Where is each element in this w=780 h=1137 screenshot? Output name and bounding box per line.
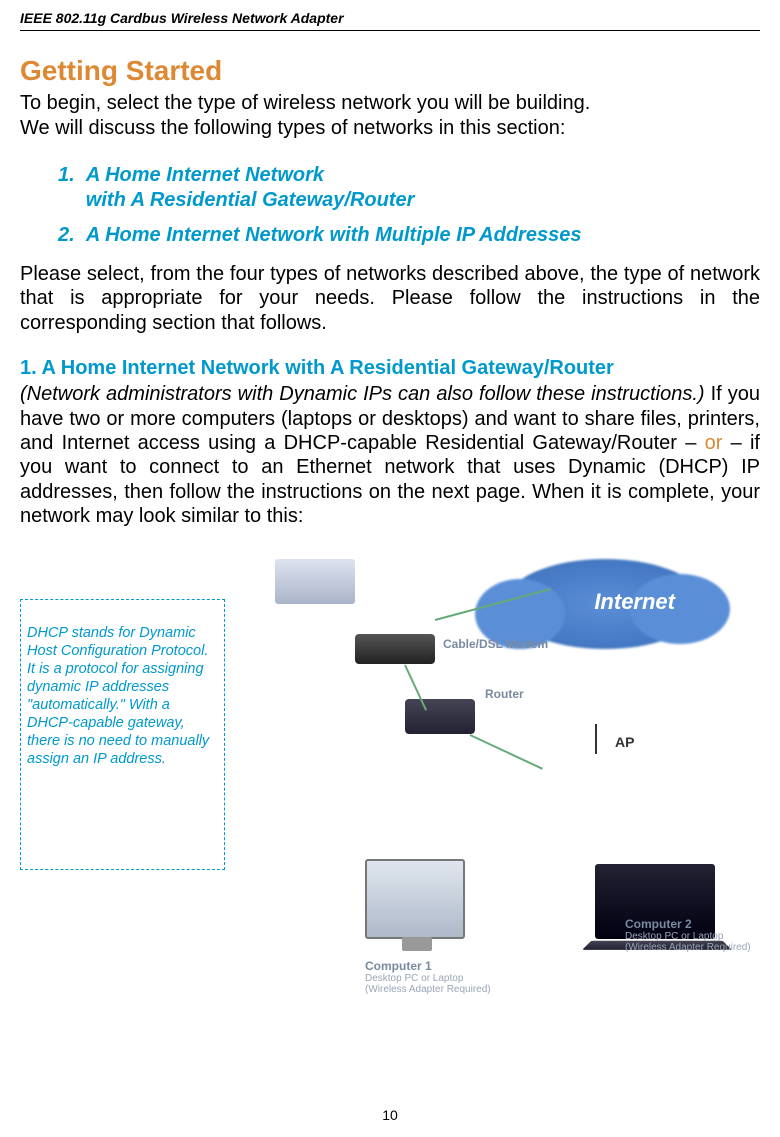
computer2-title: Computer 2	[625, 917, 692, 931]
modem-label: Cable/DSL Modem	[443, 637, 548, 651]
ap-antenna-icon	[595, 724, 597, 754]
list-item-1-line1: A Home Internet Network	[86, 164, 324, 186]
modem-icon	[355, 634, 435, 664]
intro-text: To begin, select the type of wireless ne…	[20, 91, 760, 141]
lower-row: DHCP stands for Dynamic Host Configurati…	[20, 559, 760, 979]
computer1-sub: Desktop PC or Laptop (Wireless Adapter R…	[365, 973, 505, 995]
section1-heading: 1. A Home Internet Network with A Reside…	[20, 357, 760, 380]
header-rule	[20, 30, 760, 31]
list-item-1: 1. A Home Internet Network with A Reside…	[58, 163, 760, 213]
network-types-list: 1. A Home Internet Network with A Reside…	[58, 163, 760, 248]
doc-header: IEEE 802.11g Cardbus Wireless Network Ad…	[20, 10, 760, 26]
computer2-sub: Desktop PC or Laptop (Wireless Adapter R…	[625, 931, 775, 953]
list-item-2: 2. A Home Internet Network with Multiple…	[58, 223, 760, 248]
computer1-title: Computer 1	[365, 959, 432, 973]
wire-icon	[470, 734, 543, 770]
section1-body: (Network administrators with Dynamic IPs…	[20, 382, 760, 528]
dhcp-callout: DHCP stands for Dynamic Host Configurati…	[20, 599, 225, 870]
list-item-2-text: A Home Internet Network with Multiple IP…	[86, 224, 582, 246]
router-icon	[405, 699, 475, 734]
list-item-1-line2: with A Residential Gateway/Router	[86, 189, 415, 211]
ap-icon	[275, 559, 355, 604]
list-item-1-num: 1.	[58, 164, 75, 186]
internet-label: Internet	[594, 589, 675, 615]
computer1-icon	[365, 859, 465, 939]
section1-subtitle: (Network administrators with Dynamic IPs…	[20, 383, 705, 405]
list-item-2-num: 2.	[58, 224, 75, 246]
select-paragraph: Please select, from the four types of ne…	[20, 262, 760, 335]
network-diagram: Internet Cable/DSL Modem Router AP Compu…	[275, 559, 745, 979]
ap-label: AP	[615, 734, 634, 750]
router-label: Router	[485, 687, 524, 701]
page-title: Getting Started	[20, 55, 760, 87]
or-word: or	[705, 432, 723, 454]
page-number: 10	[0, 1107, 780, 1123]
